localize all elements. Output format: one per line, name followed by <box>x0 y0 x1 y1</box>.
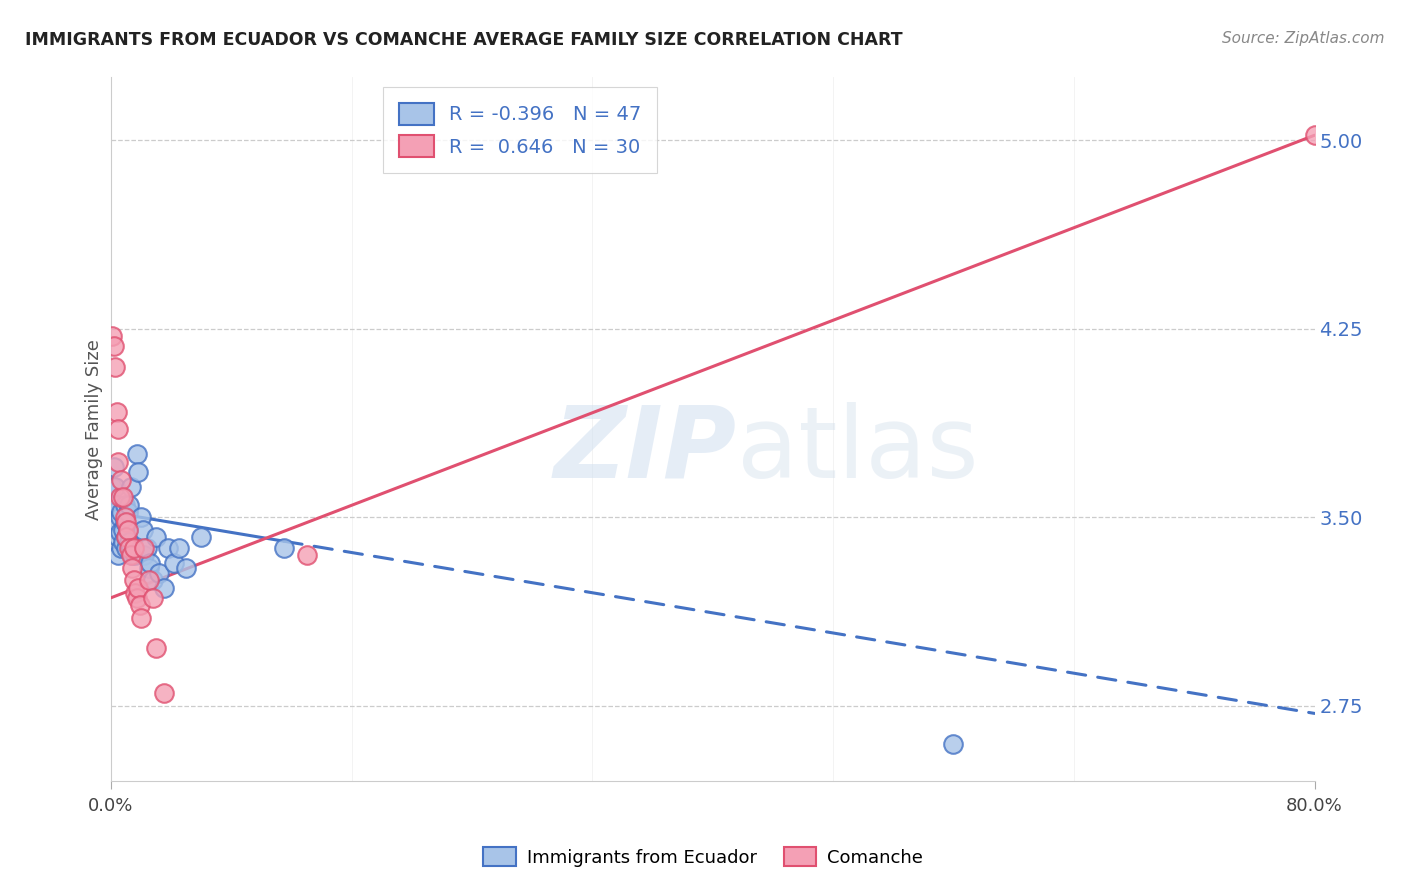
Point <box>107 548 129 562</box>
Point <box>145 531 167 545</box>
Point <box>295 548 318 562</box>
Point <box>121 548 143 562</box>
Point <box>114 510 136 524</box>
Point <box>108 510 131 524</box>
Text: ZIP: ZIP <box>554 402 737 499</box>
Point <box>117 523 139 537</box>
Point <box>136 541 159 555</box>
Point <box>115 531 138 545</box>
Point <box>122 541 145 555</box>
Point <box>125 591 148 605</box>
Point <box>105 498 128 512</box>
Point <box>132 548 155 562</box>
Point <box>132 541 155 555</box>
Point <box>107 422 129 436</box>
Point <box>167 541 190 555</box>
Point <box>273 541 295 555</box>
Point <box>152 686 174 700</box>
Point <box>152 581 174 595</box>
Legend: Immigrants from Ecuador, Comanche: Immigrants from Ecuador, Comanche <box>477 840 929 874</box>
Point <box>114 516 136 530</box>
Point <box>127 465 149 479</box>
Point <box>110 541 132 555</box>
Point <box>107 455 129 469</box>
Point <box>138 573 160 587</box>
Point <box>111 523 134 537</box>
Point <box>942 737 965 751</box>
Point <box>148 566 170 580</box>
Point <box>120 480 142 494</box>
Point <box>122 573 145 587</box>
Point <box>129 510 152 524</box>
Point <box>145 641 167 656</box>
Point <box>114 498 136 512</box>
Point <box>111 535 134 549</box>
Point <box>142 591 165 605</box>
Text: IMMIGRANTS FROM ECUADOR VS COMANCHE AVERAGE FAMILY SIZE CORRELATION CHART: IMMIGRANTS FROM ECUADOR VS COMANCHE AVER… <box>25 31 903 49</box>
Point <box>139 556 162 570</box>
Point <box>128 599 150 613</box>
Point <box>107 531 129 545</box>
Point <box>108 490 131 504</box>
Point <box>138 560 160 574</box>
Point <box>104 480 127 494</box>
Point <box>103 498 125 512</box>
Point <box>117 505 139 519</box>
Point <box>103 339 125 353</box>
Point <box>124 586 146 600</box>
Point <box>117 523 139 537</box>
Point <box>115 516 138 530</box>
Point <box>120 548 142 562</box>
Point <box>101 329 124 343</box>
Point <box>131 523 153 537</box>
Point <box>118 498 141 512</box>
Point <box>174 560 197 574</box>
Point <box>115 541 138 555</box>
Point <box>115 531 138 545</box>
Point <box>104 359 127 374</box>
Point <box>111 490 134 504</box>
Point <box>127 581 149 595</box>
Point <box>101 480 124 494</box>
Point <box>118 535 141 549</box>
Point <box>1303 128 1326 143</box>
Point <box>110 505 132 519</box>
Legend: R = -0.396   N = 47, R =  0.646   N = 30: R = -0.396 N = 47, R = 0.646 N = 30 <box>384 87 657 173</box>
Text: atlas: atlas <box>737 402 979 499</box>
Point <box>125 448 148 462</box>
Text: Source: ZipAtlas.com: Source: ZipAtlas.com <box>1222 31 1385 46</box>
Point <box>108 525 131 540</box>
Point <box>110 473 132 487</box>
Point <box>122 541 145 555</box>
Point <box>163 556 186 570</box>
Point <box>103 460 125 475</box>
Point <box>118 541 141 555</box>
Point <box>120 541 142 555</box>
Y-axis label: Average Family Size: Average Family Size <box>86 339 103 520</box>
Point <box>121 560 143 574</box>
Point <box>105 405 128 419</box>
Point <box>105 516 128 530</box>
Point <box>124 548 146 562</box>
Point <box>142 573 165 587</box>
Point <box>190 531 212 545</box>
Point <box>104 505 127 519</box>
Point <box>129 611 152 625</box>
Point <box>157 541 180 555</box>
